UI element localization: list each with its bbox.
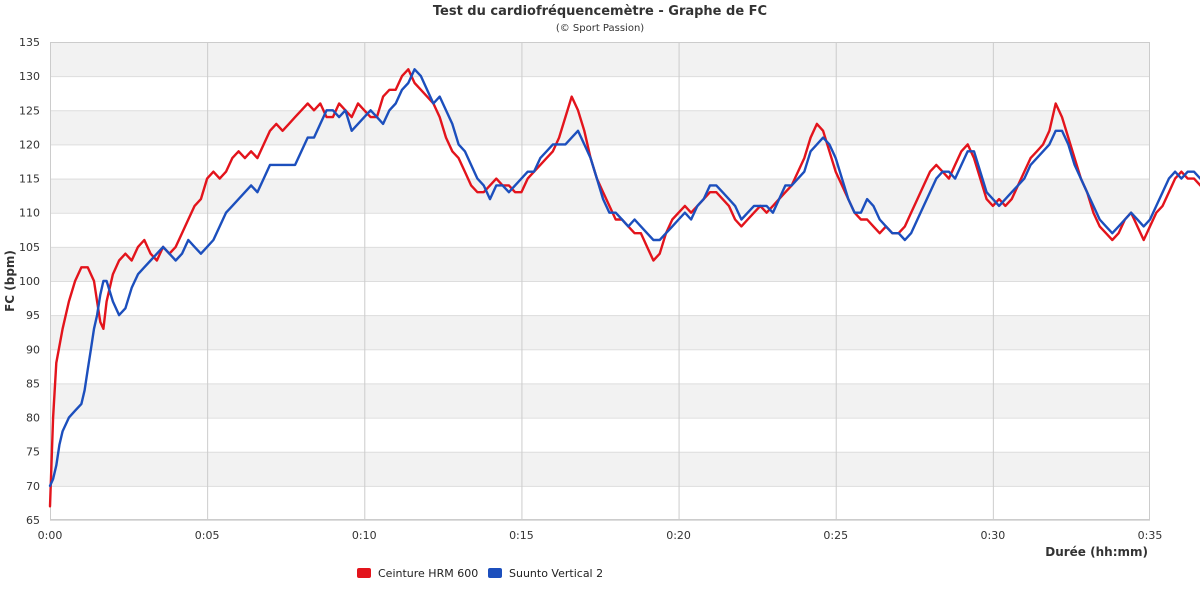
y-tick-label: 65	[26, 514, 40, 527]
legend-label: Ceinture HRM 600	[378, 567, 478, 580]
grid-band	[50, 76, 1150, 111]
legend-swatch	[357, 568, 371, 578]
chart-title: Test du cardiofréquencemètre - Graphe de…	[433, 4, 767, 19]
grid-band	[50, 110, 1150, 145]
legend-item-suunto[interactable]: Suunto Vertical 2	[488, 567, 603, 580]
grid-band	[50, 417, 1150, 452]
x-axis-title: Durée (hh:mm)	[1045, 545, 1148, 559]
plot-border	[50, 42, 1150, 520]
y-tick-label: 135	[19, 36, 40, 49]
x-tick-label: 0:00	[38, 529, 63, 542]
grid-band	[50, 485, 1150, 520]
y-tick-label: 130	[19, 70, 40, 83]
x-tick-label: 0:35	[1138, 529, 1163, 542]
y-tick-label: 70	[26, 480, 40, 493]
series-line-suunto	[48, 68, 1200, 488]
y-tick-label: 125	[19, 104, 40, 117]
y-tick-label: 115	[19, 173, 40, 186]
grid-band	[50, 451, 1150, 486]
y-tick-label: 85	[26, 377, 40, 390]
legend-swatch	[488, 568, 502, 578]
y-tick-label: 100	[19, 275, 40, 288]
plot-bands	[50, 42, 1150, 520]
grid-band	[50, 246, 1150, 281]
grid-band	[50, 42, 1150, 77]
x-tick-label: 0:25	[823, 529, 848, 542]
grid-band	[50, 383, 1150, 418]
x-tick-label: 0:05	[195, 529, 220, 542]
y-tick-label: 120	[19, 138, 40, 151]
legend-item-hrm600[interactable]: Ceinture HRM 600	[357, 567, 478, 580]
y-tick-label: 95	[26, 309, 40, 322]
chart-subtitle: (© Sport Passion)	[556, 23, 644, 34]
grid-band	[50, 281, 1150, 316]
y-tick-label: 75	[26, 446, 40, 459]
x-tick-label: 0:20	[666, 529, 691, 542]
y-tick-label: 80	[26, 412, 40, 425]
y-axis-title: FC (bpm)	[3, 250, 17, 312]
grid-band	[50, 144, 1150, 179]
x-tick-label: 0:30	[981, 529, 1006, 542]
legend: Ceinture HRM 600 Suunto Vertical 2	[357, 567, 603, 580]
x-axis-ticks: 0:00 0:05 0:10 0:15 0:20 0:25 0:30 0:35	[38, 529, 1163, 542]
grid-band	[50, 315, 1150, 350]
y-tick-label: 105	[19, 241, 40, 254]
series-group	[48, 68, 1200, 508]
x-tick-label: 0:15	[509, 529, 534, 542]
y-axis-ticks: 65 70 75 80 85 90 95 100 105 110 115 120 125 130 135	[19, 36, 40, 527]
y-tick-label: 90	[26, 343, 40, 356]
grid-band	[50, 349, 1150, 384]
x-tick-label: 0:10	[352, 529, 377, 542]
grid-band	[50, 212, 1150, 247]
legend-label: Suunto Vertical 2	[509, 567, 603, 580]
y-tick-label: 110	[19, 207, 40, 220]
